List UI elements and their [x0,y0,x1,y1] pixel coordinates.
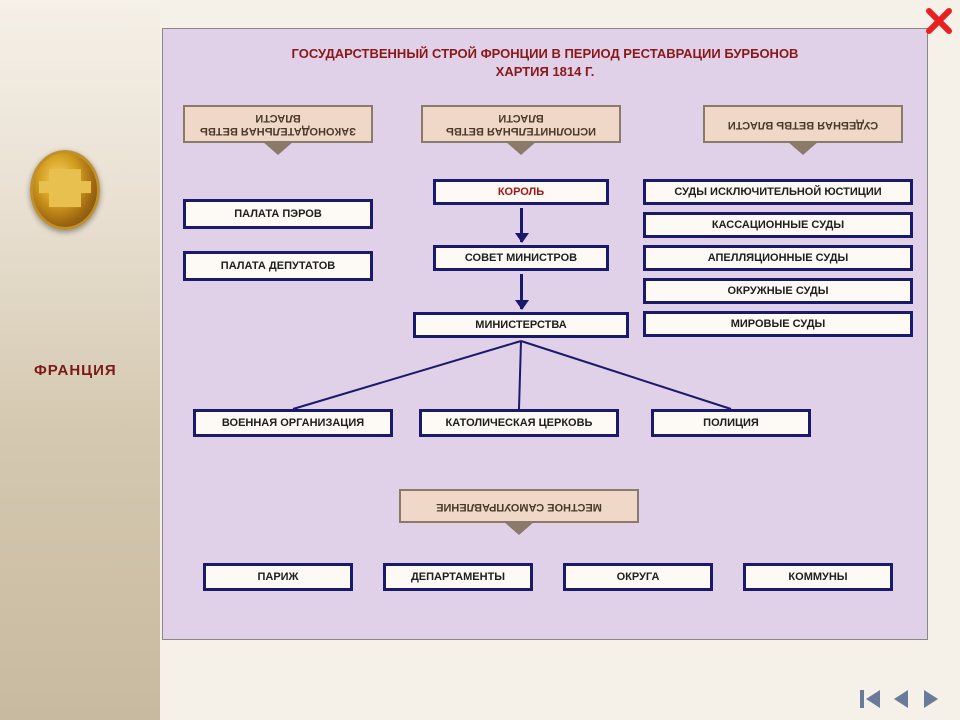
diagram-title: ГОСУДАРСТВЕННЫЙ СТРОЙ ФРОНЦИИ В ПЕРИОД Р… [163,45,927,81]
arrow-king-council [520,208,523,242]
header-executive: ИСПОЛНИТЕЛЬНАЯ ВЕТВЬ ВЛАСТИ [421,105,621,143]
box-communes: КОММУНЫ [743,563,893,591]
box-peers-chamber: ПАЛАТА ПЭРОВ [183,199,373,229]
box-military: ВОЕННАЯ ОРГАНИЗАЦИЯ [193,409,393,437]
diagram-canvas: ГОСУДАРСТВЕННЫЙ СТРОЙ ФРОНЦИИ В ПЕРИОД Р… [162,28,928,640]
arrow-council-ministries [520,274,523,309]
box-exceptional-courts: СУДЫ ИСКЛЮЧИТЕЛЬНОЙ ЮСТИЦИИ [643,179,913,205]
nav-next-button[interactable] [918,686,944,712]
nav-controls [858,686,944,712]
box-paris: ПАРИЖ [203,563,353,591]
title-line2: ХАРТИЯ 1814 Г. [496,64,595,79]
box-council: СОВЕТ МИНИСТРОВ [433,245,609,271]
box-appellate-courts: АПЕЛЛЯЦИОННЫЕ СУДЫ [643,245,913,271]
box-cassation-courts: КАССАЦИОННЫЕ СУДЫ [643,212,913,238]
nav-first-button[interactable] [858,686,884,712]
box-deputies-chamber: ПАЛАТА ДЕПУТАТОВ [183,251,373,281]
box-departments: ДЕПАРТАМЕНТЫ [383,563,533,591]
box-peace-courts: МИРОВЫЕ СУДЫ [643,311,913,337]
box-church: КАТОЛИЧЕСКАЯ ЦЕРКОВЬ [419,409,619,437]
prev-icon [888,686,914,712]
header-local-gov: МЕСТНОЕ САМОУПРАВЛЕНИЕ [399,489,639,523]
medallion-emblem [30,150,100,240]
next-icon [918,686,944,712]
box-king: КОРОЛЬ [433,179,609,205]
box-districts: ОКРУГА [563,563,713,591]
close-button[interactable] [924,6,954,36]
header-legislative: ЗАКОНОДАТЕЛЬНАЯ ВЕТВЬ ВЛАСТИ [183,105,373,143]
nav-prev-button[interactable] [888,686,914,712]
title-line1: ГОСУДАРСТВЕННЫЙ СТРОЙ ФРОНЦИИ В ПЕРИОД Р… [292,46,799,61]
box-police: ПОЛИЦИЯ [651,409,811,437]
close-icon [924,6,954,36]
header-judicial: СУДЕБНАЯ ВЕТВЬ ВЛАСТИ [703,105,903,143]
box-district-courts: ОКРУЖНЫЕ СУДЫ [643,278,913,304]
skip-first-icon [858,686,884,712]
box-ministries: МИНИСТЕРСТВА [413,312,629,338]
sidebar-country-label: ФРАНЦИЯ [34,362,117,379]
sidebar-bg [0,0,160,720]
